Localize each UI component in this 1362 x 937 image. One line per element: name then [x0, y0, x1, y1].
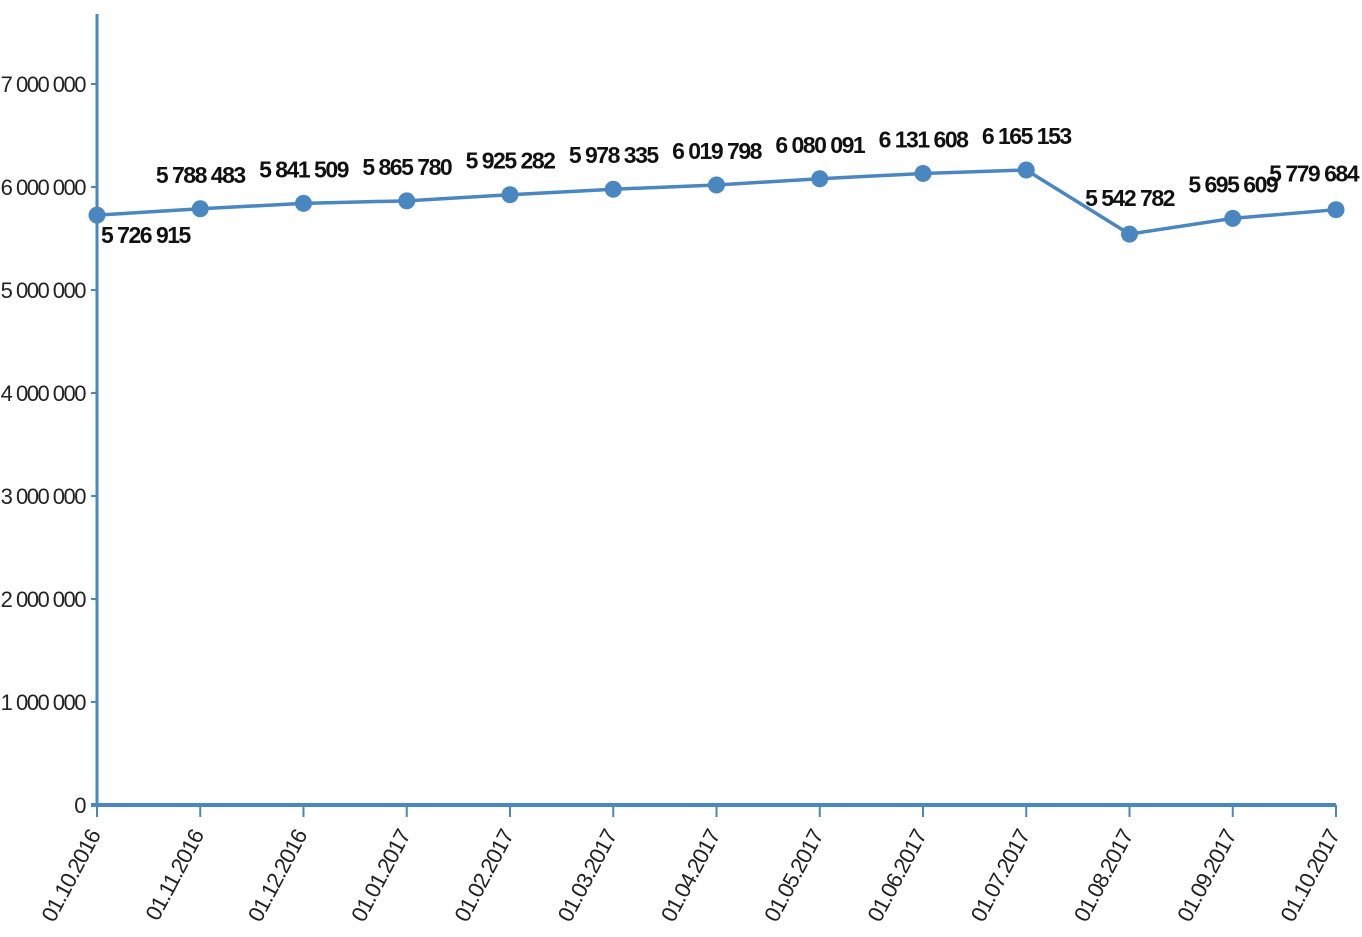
x-tick-label: 01.02.2017 — [449, 825, 518, 926]
data-labels: 5 726 915 5 788 483 5 841 509 5 865 780 5 92… — [101, 123, 1361, 248]
x-tick-label: 01.03.2017 — [553, 825, 622, 926]
x-tick-label: 01.08.2017 — [1069, 825, 1138, 926]
data-label: 6 131 608 — [879, 126, 970, 152]
data-point — [1327, 201, 1345, 219]
x-tick-label: 01.12.2016 — [243, 825, 312, 926]
x-tick-label: 01.05.2017 — [759, 825, 828, 926]
y-axis: 0 1 000 000 2 000 000 3 000 000 4 000 000 5 0… — [1, 14, 99, 818]
data-point — [295, 194, 312, 212]
data-point — [191, 200, 209, 218]
data-point — [1121, 225, 1138, 243]
data-label: 5 695 609 — [1188, 171, 1278, 197]
data-label: 5 865 780 — [362, 154, 452, 180]
data-point — [811, 170, 829, 188]
data-series — [88, 161, 1345, 243]
x-tick-label: 01.06.2017 — [862, 825, 931, 926]
data-label: 6 165 153 — [982, 123, 1072, 149]
x-tick-label: 01.10.2017 — [1275, 825, 1344, 926]
x-tick-label: 01.09.2017 — [1172, 825, 1241, 926]
y-tick-label: 5 000 000 — [1, 278, 87, 303]
data-point — [708, 176, 725, 194]
data-label: 5 779 684 — [1269, 161, 1360, 187]
data-label: 6 019 798 — [672, 138, 763, 164]
data-point — [1224, 209, 1242, 227]
y-tick-label: 7 000 000 — [1, 72, 87, 97]
data-point — [501, 186, 519, 204]
y-tick-label: 6 000 000 — [1, 175, 87, 200]
x-tick-label: 01.04.2017 — [656, 825, 725, 926]
x-tick-label: 01.11.2016 — [140, 825, 209, 924]
x-tick-label: 01.01.2017 — [346, 825, 415, 926]
y-tick-label: 0 — [74, 793, 86, 818]
data-point — [1017, 161, 1035, 179]
y-tick-label: 4 000 000 — [1, 381, 87, 406]
y-tick-label: 3 000 000 — [1, 484, 87, 509]
data-label: 5 726 915 — [101, 222, 192, 248]
x-axis: 01.10.2016 01.11.2016 01.12.2016 01.01.2017… — [36, 803, 1345, 926]
data-label: 5 542 782 — [1085, 185, 1175, 211]
x-tick-label: 01.10.2016 — [36, 825, 105, 926]
data-label: 5 841 509 — [259, 156, 349, 182]
data-label: 5 925 282 — [466, 148, 556, 174]
data-label: 6 080 091 — [775, 132, 866, 158]
data-point — [604, 180, 622, 198]
data-point — [88, 206, 106, 224]
x-tick-label: 01.07.2017 — [966, 825, 1035, 926]
data-point — [914, 164, 932, 182]
y-tick-label: 2 000 000 — [1, 587, 87, 612]
y-tick-label: 1 000 000 — [1, 690, 87, 715]
data-label: 5 788 483 — [156, 162, 246, 188]
data-point — [398, 192, 416, 210]
data-label: 5 978 335 — [569, 142, 660, 168]
